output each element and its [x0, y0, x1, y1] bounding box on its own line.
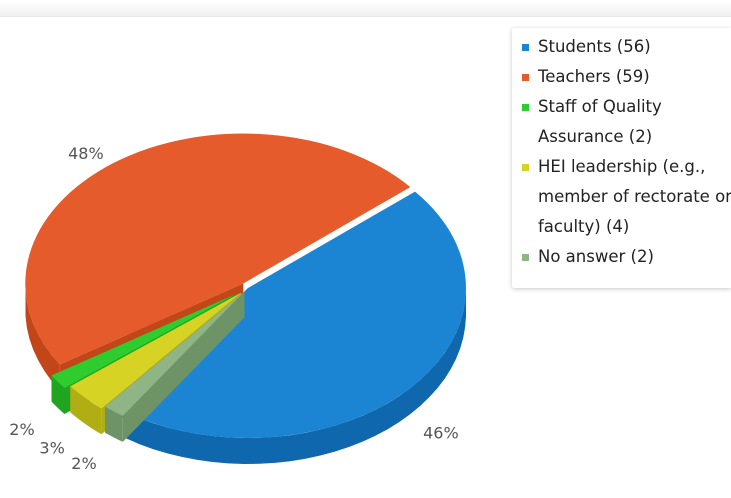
legend-swatch-icon [522, 254, 529, 261]
legend-item-0: Students (56) [512, 32, 731, 62]
legend-item-3: HEI leadership (e.g., member of rectorate… [512, 152, 731, 242]
legend-label: HEI leadership (e.g., [538, 157, 706, 176]
legend-label: Staff of Quality [538, 97, 662, 116]
top-bar [0, 0, 731, 17]
pie-slice-3 [104, 291, 245, 442]
legend-swatch-icon [522, 104, 529, 111]
legend: Students (56) Teachers (59) Staff of Quali… [512, 28, 731, 288]
slice-top-4 [126, 191, 466, 438]
legend-label: Students (56) [538, 37, 651, 56]
legend-swatch-icon [522, 74, 529, 81]
legend-item-2: Staff of Quality Assurance (2) [512, 92, 731, 152]
legend-label: Teachers (59) [538, 67, 650, 86]
slice-side-0 [25, 289, 60, 391]
legend-list: Students (56) Teachers (59) Staff of Quali… [512, 28, 731, 272]
legend-label: member of rectorate or [538, 187, 731, 206]
slice-side-4 [126, 290, 467, 464]
pie-chart: 48% 2% 3% 2% 46% [9, 133, 467, 473]
slice-label-1: 2% [9, 420, 34, 439]
slice-label-0: 48% [68, 144, 104, 163]
slice-top-2 [70, 292, 241, 409]
slice-label-2: 3% [39, 439, 64, 458]
legend-item-1: Teachers (59) [512, 62, 731, 92]
slice-label-3: 2% [71, 454, 96, 473]
legend-label: No answer (2) [538, 247, 654, 266]
legend-swatch-icon [522, 44, 529, 51]
legend-label: faculty) (4) [538, 217, 630, 236]
slice-top-0 [25, 133, 411, 365]
slice-label-4: 46% [423, 423, 459, 442]
legend-label: Assurance (2) [538, 127, 653, 146]
slice-top-3 [105, 291, 245, 416]
legend-swatch-icon [522, 164, 529, 171]
legend-item-4: No answer (2) [512, 242, 731, 272]
slice-top-1 [51, 294, 235, 388]
